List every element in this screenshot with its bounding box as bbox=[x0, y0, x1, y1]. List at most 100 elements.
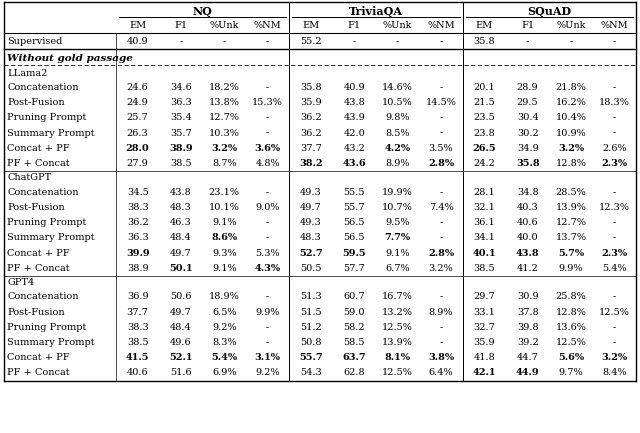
Text: %NM: %NM bbox=[600, 21, 628, 30]
Text: 43.8: 43.8 bbox=[344, 98, 365, 107]
Text: 48.3: 48.3 bbox=[300, 233, 322, 242]
Text: 18.3%: 18.3% bbox=[599, 98, 630, 107]
Text: 55.2: 55.2 bbox=[300, 37, 322, 46]
Text: Concatenation: Concatenation bbox=[7, 292, 79, 301]
Text: -: - bbox=[612, 37, 616, 46]
Text: 35.4: 35.4 bbox=[170, 113, 192, 123]
Text: -: - bbox=[266, 218, 269, 227]
Text: 2.6%: 2.6% bbox=[602, 144, 627, 153]
Text: 48.3: 48.3 bbox=[170, 203, 192, 212]
Text: -: - bbox=[266, 292, 269, 301]
Text: 35.8: 35.8 bbox=[300, 83, 322, 92]
Text: Concatenation: Concatenation bbox=[7, 83, 79, 92]
Text: 9.9%: 9.9% bbox=[255, 307, 280, 317]
Text: 34.6: 34.6 bbox=[170, 83, 192, 92]
Text: 58.5: 58.5 bbox=[344, 338, 365, 347]
Text: 32.7: 32.7 bbox=[474, 323, 495, 332]
Text: -: - bbox=[266, 129, 269, 138]
Text: 13.7%: 13.7% bbox=[556, 233, 586, 242]
Text: 18.2%: 18.2% bbox=[209, 83, 240, 92]
Text: 51.2: 51.2 bbox=[300, 323, 322, 332]
Text: 2.3%: 2.3% bbox=[601, 159, 627, 168]
Text: 10.5%: 10.5% bbox=[382, 98, 413, 107]
Text: 58.2: 58.2 bbox=[344, 323, 365, 332]
Text: -: - bbox=[353, 37, 356, 46]
Text: 10.4%: 10.4% bbox=[556, 113, 586, 123]
Text: -: - bbox=[223, 37, 226, 46]
Text: 37.8: 37.8 bbox=[516, 307, 538, 317]
Text: 37.7: 37.7 bbox=[127, 307, 148, 317]
Text: Post-Fusion: Post-Fusion bbox=[7, 307, 65, 317]
Text: 40.0: 40.0 bbox=[517, 233, 538, 242]
Text: 9.1%: 9.1% bbox=[385, 249, 410, 258]
Text: 43.2: 43.2 bbox=[344, 144, 365, 153]
Text: 48.4: 48.4 bbox=[170, 233, 192, 242]
Text: 12.5%: 12.5% bbox=[556, 338, 586, 347]
Text: -: - bbox=[266, 113, 269, 123]
Text: 9.8%: 9.8% bbox=[385, 113, 410, 123]
Text: 3.5%: 3.5% bbox=[429, 144, 453, 153]
Text: Concat + PF: Concat + PF bbox=[7, 144, 70, 153]
Text: 30.9: 30.9 bbox=[517, 292, 538, 301]
Text: 5.4%: 5.4% bbox=[211, 353, 237, 362]
Text: 3.1%: 3.1% bbox=[255, 353, 281, 362]
Text: 27.9: 27.9 bbox=[127, 159, 148, 168]
Text: 35.7: 35.7 bbox=[170, 129, 192, 138]
Text: 44.7: 44.7 bbox=[516, 353, 539, 362]
Text: 51.6: 51.6 bbox=[170, 368, 192, 378]
Text: 9.3%: 9.3% bbox=[212, 249, 237, 258]
Text: Concat + PF: Concat + PF bbox=[7, 249, 70, 258]
Text: 41.2: 41.2 bbox=[516, 264, 539, 273]
Text: 8.6%: 8.6% bbox=[211, 233, 237, 242]
Text: 38.9: 38.9 bbox=[127, 264, 148, 273]
Text: Pruning Prompt: Pruning Prompt bbox=[7, 218, 86, 227]
Text: 54.3: 54.3 bbox=[300, 368, 322, 378]
Text: Summary Prompt: Summary Prompt bbox=[7, 129, 95, 138]
Text: 48.4: 48.4 bbox=[170, 323, 192, 332]
Text: 10.7%: 10.7% bbox=[382, 203, 413, 212]
Text: PF + Concat: PF + Concat bbox=[7, 264, 70, 273]
Text: EM: EM bbox=[129, 21, 147, 30]
Text: LLama2: LLama2 bbox=[7, 69, 47, 78]
Text: 34.9: 34.9 bbox=[516, 144, 538, 153]
Text: 24.6: 24.6 bbox=[127, 83, 148, 92]
Text: F1: F1 bbox=[348, 21, 361, 30]
Text: 38.5: 38.5 bbox=[127, 338, 148, 347]
Text: 25.7: 25.7 bbox=[127, 113, 148, 123]
Text: 2.8%: 2.8% bbox=[428, 159, 454, 168]
Text: 3.2%: 3.2% bbox=[429, 264, 453, 273]
Text: 40.6: 40.6 bbox=[517, 218, 538, 227]
Text: -: - bbox=[612, 187, 616, 197]
Text: 39.2: 39.2 bbox=[516, 338, 538, 347]
Text: Summary Prompt: Summary Prompt bbox=[7, 338, 95, 347]
Text: 50.6: 50.6 bbox=[170, 292, 192, 301]
Text: 4.8%: 4.8% bbox=[255, 159, 280, 168]
Text: 37.7: 37.7 bbox=[300, 144, 322, 153]
Text: 24.2: 24.2 bbox=[474, 159, 495, 168]
Text: 34.8: 34.8 bbox=[516, 187, 538, 197]
Text: 38.9: 38.9 bbox=[169, 144, 193, 153]
Text: 38.5: 38.5 bbox=[474, 264, 495, 273]
Text: Supervised: Supervised bbox=[7, 37, 62, 46]
Text: -: - bbox=[612, 323, 616, 332]
Text: Pruning Prompt: Pruning Prompt bbox=[7, 323, 86, 332]
Text: 39.9: 39.9 bbox=[126, 249, 150, 258]
Text: 36.3: 36.3 bbox=[127, 233, 148, 242]
Text: 26.5: 26.5 bbox=[472, 144, 496, 153]
Text: 63.7: 63.7 bbox=[342, 353, 366, 362]
Text: 50.5: 50.5 bbox=[300, 264, 322, 273]
Text: 16.2%: 16.2% bbox=[556, 98, 586, 107]
Text: 28.0: 28.0 bbox=[126, 144, 150, 153]
Text: 5.4%: 5.4% bbox=[602, 264, 627, 273]
Text: 9.5%: 9.5% bbox=[385, 218, 410, 227]
Text: 32.1: 32.1 bbox=[474, 203, 495, 212]
Text: 3.8%: 3.8% bbox=[428, 353, 454, 362]
Text: 51.3: 51.3 bbox=[300, 292, 322, 301]
Text: 8.4%: 8.4% bbox=[602, 368, 627, 378]
Text: 3.6%: 3.6% bbox=[255, 144, 281, 153]
Text: 8.3%: 8.3% bbox=[212, 338, 237, 347]
Text: 38.5: 38.5 bbox=[170, 159, 192, 168]
Text: F1: F1 bbox=[521, 21, 534, 30]
Text: 21.5: 21.5 bbox=[474, 98, 495, 107]
Text: 28.9: 28.9 bbox=[517, 83, 538, 92]
